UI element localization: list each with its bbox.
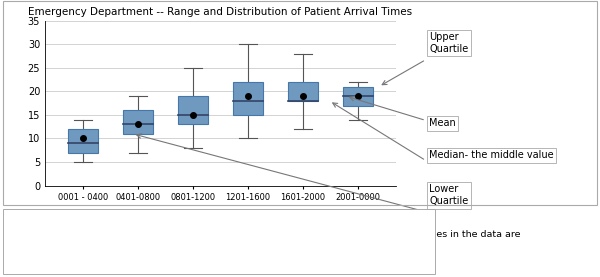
Bar: [233, 82, 263, 115]
Text: The "whiskers" of the box plot extend to values known as the adjacent values. Th: The "whiskers" of the box plot extend to…: [9, 230, 521, 252]
Bar: [123, 110, 154, 134]
Bar: [343, 87, 373, 106]
Bar: [68, 129, 98, 153]
Text: Lower
Quartile: Lower Quartile: [429, 184, 468, 206]
Text: Median- the middle value: Median- the middle value: [429, 150, 554, 160]
Text: Mean: Mean: [429, 118, 456, 128]
Title: Emergency Department -- Range and Distribution of Patient Arrival Times: Emergency Department -- Range and Distri…: [28, 7, 413, 17]
Bar: [287, 82, 318, 101]
Text: Upper
Quartile: Upper Quartile: [429, 32, 468, 54]
Bar: [178, 96, 208, 124]
